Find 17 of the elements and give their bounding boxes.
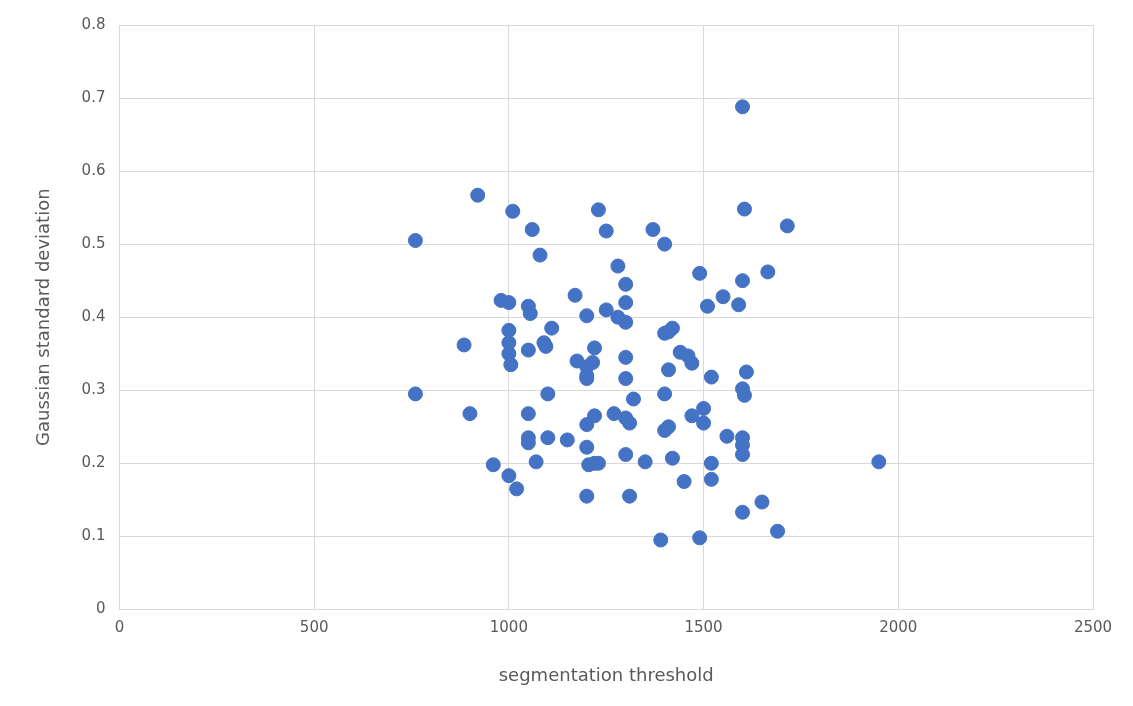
y-axis-title: Gaussian standard deviation xyxy=(32,188,54,446)
y-tick-label: 0.6 xyxy=(81,160,106,179)
x-tick-label: 2000 xyxy=(879,618,918,637)
x-tick-label: 1000 xyxy=(489,618,528,637)
y-tick-label: 0.7 xyxy=(81,87,106,106)
x-axis-title: segmentation threshold xyxy=(498,663,714,685)
x-tick-label: 500 xyxy=(299,618,329,637)
y-tick-label: 0.3 xyxy=(81,380,106,399)
y-tick-label: 0.1 xyxy=(81,526,106,545)
x-tick-label: 2500 xyxy=(1073,618,1113,637)
y-tick-label: 0.2 xyxy=(81,453,106,472)
y-tick-label: 0.8 xyxy=(81,14,106,33)
y-tick-label: 0.5 xyxy=(81,234,106,253)
y-tick-label: 0.4 xyxy=(81,307,106,326)
x-tick-label: 0 xyxy=(114,618,125,637)
y-tick-label: 0 xyxy=(95,599,106,618)
x-tick-label: 1500 xyxy=(684,618,723,637)
